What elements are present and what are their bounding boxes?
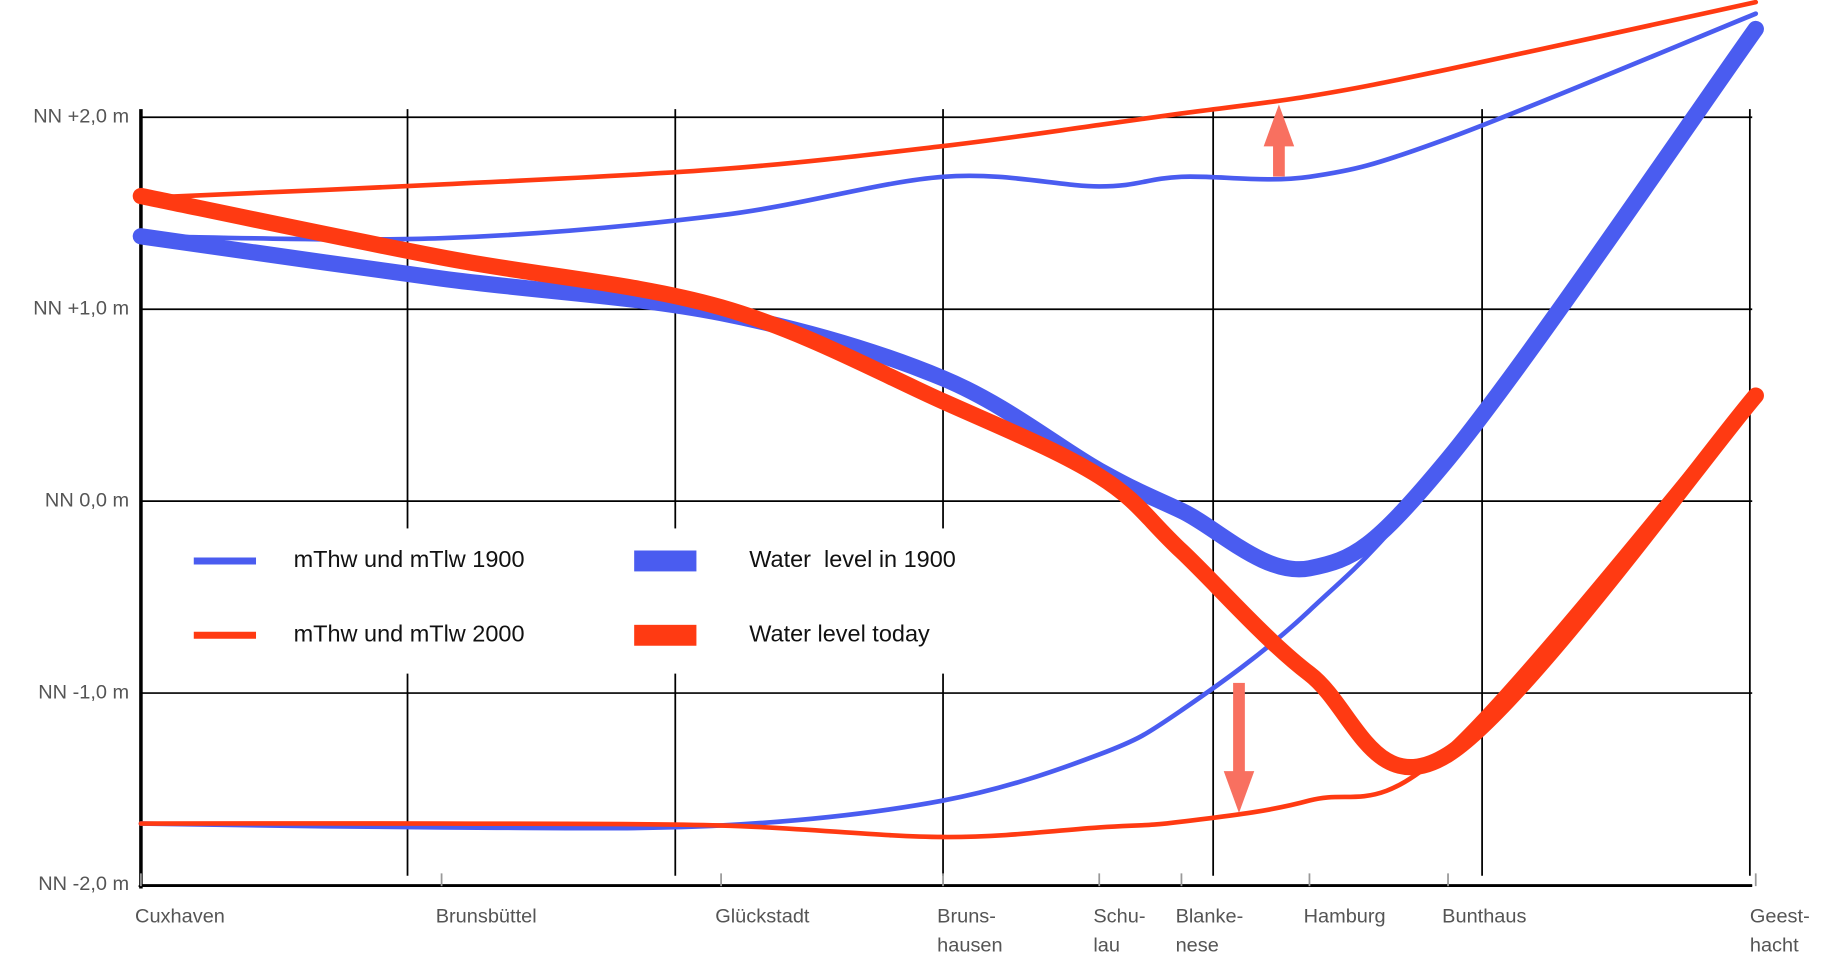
legend-label: Water level today bbox=[749, 621, 930, 647]
y-tick-label: NN +2,0 m bbox=[33, 106, 129, 128]
legend: mThw und mTlw 1900 mThw und mTlw 2000 Wa… bbox=[193, 546, 956, 647]
y-tick-label: NN 0,0 m bbox=[45, 489, 129, 511]
legend-label: Water level in 1900 bbox=[749, 546, 956, 572]
x-tick-label: Blanke-nese bbox=[1176, 906, 1244, 957]
legend-swatch bbox=[634, 624, 697, 646]
plot: mThw und mTlw 1900 mThw und mTlw 2000 Wa… bbox=[33, 0, 1810, 957]
tide-line bbox=[138, 11, 1759, 242]
arrow-down bbox=[1233, 682, 1245, 774]
x-tick-label: Hamburg bbox=[1304, 906, 1386, 928]
legend-background bbox=[176, 528, 1022, 674]
legend-label: mThw und mTlw 2000 bbox=[294, 621, 525, 647]
x-tick-label: Cuxhaven bbox=[135, 906, 225, 928]
x-tick-label: Bunthaus bbox=[1442, 906, 1526, 928]
arrow-up-head bbox=[1263, 104, 1295, 147]
water-level-line bbox=[132, 187, 1764, 776]
x-tick-label: Brunsbüttel bbox=[436, 906, 537, 928]
tide-line bbox=[138, 0, 1759, 201]
legend-swatch bbox=[634, 550, 697, 572]
x-tick-label: Bruns-hausen bbox=[937, 906, 1002, 957]
x-tick-label: Schu-lau bbox=[1093, 906, 1145, 957]
arrow-up bbox=[1273, 144, 1285, 177]
grid bbox=[140, 116, 1753, 886]
y-tick-label: NN -1,0 m bbox=[38, 681, 129, 703]
y-tick-label: NN +1,0 m bbox=[33, 298, 129, 320]
arrow-down-head bbox=[1223, 771, 1255, 813]
x-tick-label: Geest-hacht bbox=[1750, 906, 1810, 957]
water-level-line bbox=[132, 20, 1764, 578]
x-tick-label: Glückstadt bbox=[715, 906, 810, 928]
y-tick-label: NN -2,0 m bbox=[38, 873, 129, 895]
legend-label: mThw und mTlw 1900 bbox=[294, 546, 525, 572]
